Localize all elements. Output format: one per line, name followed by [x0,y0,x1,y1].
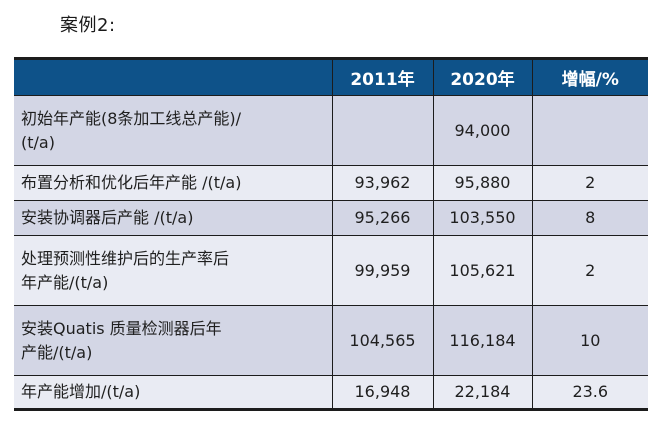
value-2020: 105,621 [432,235,532,306]
table-body: 初始年产能(8条加工线总产能)/ (t/a) 94,000 布置分析和优化后年产… [14,95,648,410]
value-2011: 95,266 [331,200,433,236]
value-growth [531,95,648,166]
row-label: 处理预测性维护后的生产率后 年产能/(t/a) [14,235,332,306]
value-growth: 23.6 [531,375,648,410]
value-growth: 8 [531,200,648,236]
value-2011: 99,959 [331,235,433,306]
table-row: 布置分析和优化后年产能 /(t/a) 93,962 95,880 2 [14,165,648,201]
value-2020: 103,550 [432,200,532,236]
value-2020: 95,880 [432,165,532,201]
row-label: 布置分析和优化后年产能 /(t/a) [14,165,332,201]
value-2011: 93,962 [331,165,433,201]
value-growth: 2 [531,235,648,306]
value-2011: 104,565 [331,305,433,376]
value-2020: 22,184 [432,375,532,410]
value-2020: 94,000 [432,95,532,166]
header-cell-growth: 增幅/% [531,58,648,96]
table-row: 初始年产能(8条加工线总产能)/ (t/a) 94,000 [14,95,648,166]
table-row: 安装协调器后产能 /(t/a) 95,266 103,550 8 [14,200,648,236]
header-cell-2011: 2011年 [331,58,433,96]
header-cell-label [14,58,332,96]
row-label: 初始年产能(8条加工线总产能)/ (t/a) [14,95,332,166]
value-2011 [331,95,433,166]
header-cell-2020: 2020年 [432,58,532,96]
row-label: 年产能增加/(t/a) [14,375,332,410]
value-growth: 10 [531,305,648,376]
row-label: 安装Quatis 质量检测器后年 产能/(t/a) [14,305,332,376]
table-row: 处理预测性维护后的生产率后 年产能/(t/a) 99,959 105,621 2 [14,235,648,306]
header-row: 2011年 2020年 增幅/% [14,58,648,96]
table-row: 安装Quatis 质量检测器后年 产能/(t/a) 104,565 116,18… [14,305,648,376]
table-header: 2011年 2020年 增幅/% [14,58,648,96]
value-2020: 116,184 [432,305,532,376]
value-growth: 2 [531,165,648,201]
table-row: 年产能增加/(t/a) 16,948 22,184 23.6 [14,375,648,410]
value-2011: 16,948 [331,375,433,410]
page-title: 案例2: [60,15,116,36]
row-label: 安装协调器后产能 /(t/a) [14,200,332,236]
capacity-table: 2011年 2020年 增幅/% 初始年产能(8条加工线总产能)/ (t/a) … [14,57,648,411]
